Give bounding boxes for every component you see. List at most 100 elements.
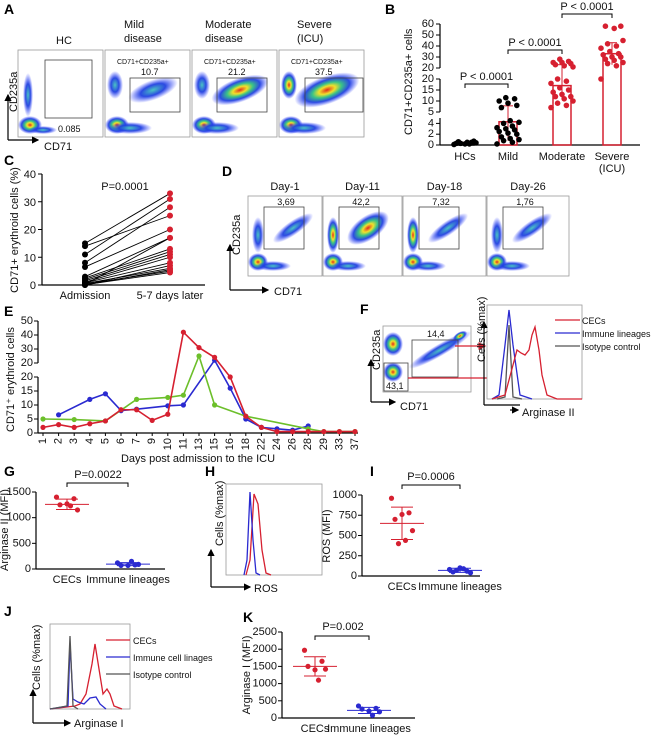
data-point [388, 495, 395, 501]
cell-population [491, 217, 503, 253]
cell-population [383, 332, 403, 356]
series-point-2 [258, 424, 264, 430]
x-axis-label: ROS [254, 583, 278, 595]
gate-value-immune: 43,1 [386, 381, 404, 391]
flow-plot-2: CD71+CD235a+21.2 [191, 49, 278, 138]
paired-line [84, 237, 171, 278]
panel-label-g: G [4, 463, 15, 479]
x-tick-label: 28 [302, 438, 314, 450]
y-tick-label: 20 [21, 371, 33, 383]
y-tick-label: 750 [339, 509, 357, 521]
ros-immune-curve [243, 491, 261, 576]
gate-value: 42,2 [352, 197, 370, 207]
y-tick-label: 20 [21, 357, 33, 369]
a-x-axis-label: CD71 [44, 141, 72, 153]
data-point [618, 23, 624, 30]
d-x-axis-label: CD71 [274, 286, 302, 298]
data-point [509, 123, 516, 129]
y-tick-label: 500 [339, 530, 357, 542]
a-col-title-severe: Severe (ICU) [297, 19, 332, 45]
paired-line [84, 265, 171, 286]
cell-population [211, 74, 269, 106]
y-tick-label: 1000 [333, 489, 357, 501]
series-point-2 [212, 354, 218, 360]
x-tick-label: 6 [115, 438, 127, 444]
y-axis-label: CD71+CD235a+ cells [403, 28, 415, 135]
data-point [611, 25, 617, 32]
x-tick-label: 24 [271, 438, 283, 450]
significance-bracket [401, 484, 461, 489]
a-y-axis-label: CD235a [8, 71, 20, 112]
data-point [118, 562, 124, 569]
data-point [565, 87, 572, 93]
category-label: Admission [60, 290, 111, 302]
series-point-2 [118, 407, 124, 413]
legend-entry: Isotype control [582, 342, 641, 352]
data-point [67, 503, 74, 509]
cell-population [107, 71, 123, 99]
cell-population [494, 261, 530, 271]
data-point [498, 134, 505, 140]
x-tick-label: 4 [84, 438, 96, 444]
panel-h: Cells (%max) ROS [207, 481, 323, 595]
data-point [319, 658, 325, 664]
series-point-2 [243, 413, 249, 419]
data-point [373, 705, 379, 711]
panel-label-f: F [360, 301, 369, 317]
paired-line [84, 269, 171, 286]
x-tick-label: 29 [318, 438, 330, 450]
legend-entry: CECs [582, 316, 606, 326]
y-tick-label: 10 [24, 252, 36, 264]
paired-line [84, 193, 171, 244]
panel-label-e: E [4, 303, 13, 319]
series-point-0 [87, 396, 93, 402]
x-tick-label: 22 [255, 438, 267, 450]
flow-plot-0: 0.085 [17, 49, 104, 138]
later-point [167, 190, 173, 197]
data-point [494, 141, 500, 147]
significance-bracket [507, 49, 563, 54]
y-tick-label: 30 [24, 197, 36, 209]
x-tick-label: 15 [209, 438, 221, 450]
series-point-2 [56, 422, 62, 428]
day-label: Day-11 [345, 181, 380, 193]
admission-point [82, 259, 88, 266]
cell-population [427, 213, 469, 243]
data-point [568, 93, 574, 100]
gate-immune [383, 362, 409, 392]
data-point [355, 703, 362, 709]
y-tick-label: 40 [422, 40, 434, 52]
x-tick-label: 2 [53, 438, 65, 444]
p-value: P < 0.0001 [460, 71, 513, 83]
series-point-1 [134, 396, 140, 402]
y-tick-label: 1500 [7, 486, 31, 498]
hist-y-axis-label: Cells (%max) [476, 297, 488, 362]
data-point [565, 58, 572, 65]
y-tick-label: 1500 [253, 660, 277, 672]
p-value: P=0.0001 [101, 181, 148, 193]
y-tick-label: 0 [27, 427, 33, 439]
significance-bracket [66, 482, 129, 487]
gate [129, 77, 181, 113]
series-point-2 [305, 429, 311, 435]
paired-line [84, 254, 171, 282]
histogram-frame [486, 304, 583, 400]
x-tick-label: 11 [177, 438, 189, 449]
data-point [570, 98, 576, 104]
cell-population [194, 71, 210, 99]
series-point-2 [40, 424, 46, 430]
gate-name: CD71+CD235a+ [291, 59, 343, 66]
data-point [312, 667, 318, 673]
category-label: (ICU) [599, 163, 625, 175]
significance-bracket [314, 635, 370, 640]
series-point-2 [102, 418, 108, 424]
panel-a-flow-plots: 0.085CD71+CD235a+10.7CD71+CD235a+21.2CD7… [17, 49, 365, 138]
legend-entry: Immune lineages [582, 329, 651, 339]
gate [263, 206, 305, 250]
isotype-curve [496, 324, 523, 400]
legend-entry: Immune cell linages [133, 653, 213, 663]
y-tick-label: 2500 [253, 626, 277, 638]
y-tick-label: 5 [27, 413, 33, 425]
later-point [167, 204, 173, 211]
